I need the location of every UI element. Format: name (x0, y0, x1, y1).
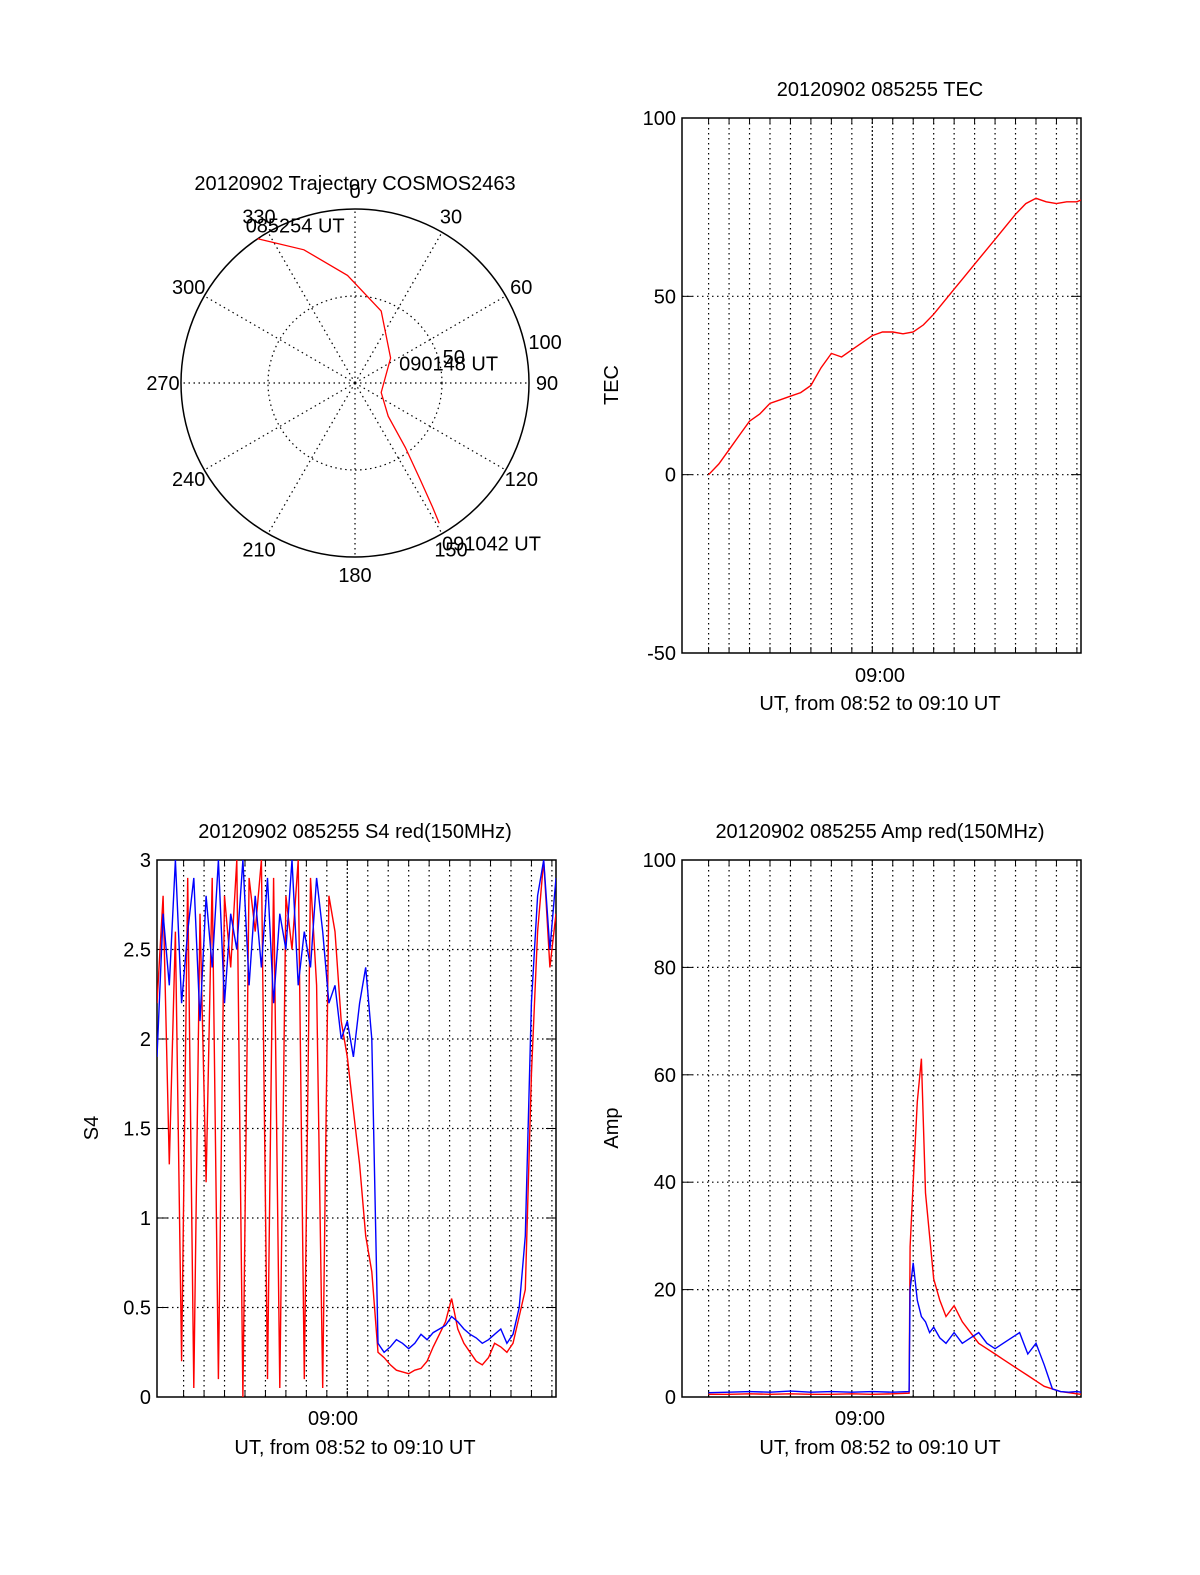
trajectory-angle-label-30: 30 (440, 207, 462, 229)
trajectory-angle-label-90: 90 (536, 373, 558, 395)
s4-title: 20120902 085255 S4 red(150MHz) (198, 821, 512, 843)
s4-ytick-label-0.5: 0.5 (123, 1298, 151, 1320)
trajectory-spoke-30 (354, 232, 443, 384)
tec-panel: 20120902 085255 TEC -50 0 50 100 09:00 UT, … (601, 79, 1082, 715)
amp-ytick-label-60: 60 (654, 1065, 676, 1087)
tec-ytick-label--50: -50 (647, 643, 676, 665)
amp-panel: 20120902 085255 Amp red(150MHz) 0 20 40 60 8… (601, 821, 1082, 1459)
s4-ytick-label-1.5: 1.5 (123, 1119, 151, 1141)
amp-axes: 0 20 40 60 80 100 (643, 850, 1082, 1409)
s4-series (157, 860, 556, 1397)
trajectory-angle-label-0: 0 (349, 181, 360, 203)
amp-x-tick-label: 09:00 (835, 1408, 885, 1430)
trajectory-spoke-240 (204, 382, 356, 471)
s4-x-tick-label: 09:00 (308, 1408, 358, 1430)
trajectory-series (257, 238, 440, 524)
tec-x-tick-label: 09:00 (855, 665, 905, 687)
tec-ytick-label-50: 50 (654, 286, 676, 308)
amp-ytick-label-20: 20 (654, 1280, 676, 1302)
s4-y-axis-label: S4 (81, 1116, 103, 1140)
trajectory-angle-label-300: 300 (172, 277, 205, 299)
s4-ytick-label-3: 3 (140, 850, 151, 872)
tec-line-red (708, 197, 1081, 476)
tec-y-axis-label: TEC (601, 365, 623, 405)
s4-ytick-label-1: 1 (140, 1208, 151, 1230)
trajectory-panel: 20120902 Trajectory COSMOS2463 0 30 60 90 12… (146, 173, 561, 587)
s4-ytick-label-2.5: 2.5 (123, 940, 151, 962)
amp-ytick-label-0: 0 (665, 1387, 676, 1409)
s4-x-axis-label: UT, from 08:52 to 09:10 UT (234, 1437, 475, 1459)
s4-line-blue (157, 860, 556, 1354)
trajectory-angle-label-240: 240 (172, 469, 205, 491)
trajectory-spoke-120 (354, 382, 506, 471)
amp-x-axis-label: UT, from 08:52 to 09:10 UT (759, 1437, 1000, 1459)
trajectory-angle-label-210: 210 (242, 539, 275, 561)
trajectory-annotation-1: 090148 UT (399, 354, 498, 376)
trajectory-path-0 (257, 238, 440, 524)
amp-y-axis-label: Amp (601, 1107, 623, 1148)
s4-ytick-label-0: 0 (140, 1387, 151, 1409)
trajectory-spoke-210 (267, 382, 356, 534)
s4-frame (156, 859, 557, 1398)
trajectory-angle-label-150: 150 (434, 539, 467, 561)
trajectory-angle-label-330: 330 (242, 207, 275, 229)
amp-ytick-label-40: 40 (654, 1172, 676, 1194)
trajectory-ring-label-100: 100 (528, 332, 561, 354)
tec-x-axis-label: UT, from 08:52 to 09:10 UT (759, 693, 1000, 715)
tec-series (708, 197, 1081, 476)
trajectory-annotations: 085254 UT 090148 UT 091042 UT (246, 216, 541, 556)
trajectory-grid (180, 208, 530, 558)
amp-line-blue (708, 1262, 1081, 1394)
s4-panel: 20120902 085255 S4 red(150MHz) 0 0.5 1 1.5 2… (81, 821, 557, 1459)
tec-frame (681, 117, 1082, 654)
trajectory-angle-label-120: 120 (505, 469, 538, 491)
amp-line-red (708, 1058, 1081, 1396)
amp-frame (681, 859, 1082, 1398)
trajectory-spoke-300 (204, 295, 356, 384)
s4-line-red (157, 860, 556, 1397)
trajectory-spoke-150 (354, 382, 443, 534)
trajectory-ring-labels: 50 100 (443, 332, 562, 369)
trajectory-angle-label-180: 180 (338, 565, 371, 587)
amp-title: 20120902 085255 Amp red(150MHz) (715, 821, 1044, 843)
tec-ytick-label-0: 0 (665, 465, 676, 487)
trajectory-spoke-60 (354, 295, 506, 384)
trajectory-angle-labels: 0 30 60 90 120 150 180 210 240 270 300 330 (146, 181, 558, 587)
trajectory-angle-label-60: 60 (510, 277, 532, 299)
trajectory-angle-label-270: 270 (146, 373, 179, 395)
trajectory-annotation-2: 091042 UT (442, 534, 541, 556)
trajectory-ring-50 (267, 295, 443, 471)
tec-ytick-label-100: 100 (643, 108, 676, 130)
tec-axes: -50 0 50 100 (643, 108, 1082, 665)
trajectory-outer-circle (180, 208, 530, 558)
trajectory-annotation-0: 085254 UT (246, 216, 345, 238)
trajectory-spoke-330 (267, 232, 356, 384)
amp-ytick-label-100: 100 (643, 850, 676, 872)
amp-series (708, 1058, 1081, 1396)
trajectory-title: 20120902 Trajectory COSMOS2463 (194, 173, 515, 195)
amp-ytick-label-80: 80 (654, 957, 676, 979)
s4-ytick-label-2: 2 (140, 1029, 151, 1051)
trajectory-ring-label-50: 50 (443, 347, 465, 369)
tec-title: 20120902 085255 TEC (777, 79, 983, 101)
